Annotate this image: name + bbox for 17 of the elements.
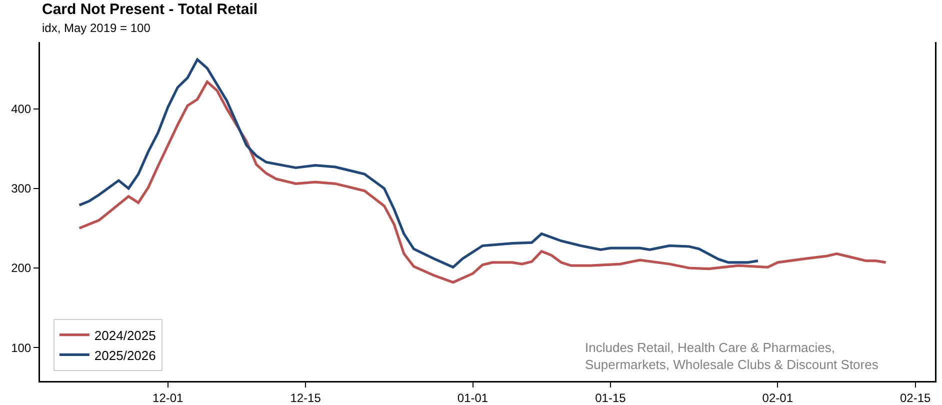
y-tick-label: 100: [11, 340, 32, 355]
x-tick-label: 01-01: [457, 390, 488, 405]
y-tick-label: 300: [11, 182, 32, 196]
x-tick-label: 12-01: [152, 390, 184, 405]
y-tick-label: 200: [11, 261, 32, 276]
y-tick-label: 400: [11, 102, 32, 116]
chart-subtitle: idx, May 2019 = 100: [42, 21, 151, 35]
chart-title: Card Not Present - Total Retail: [42, 1, 258, 18]
x-tick-label: 02-15: [900, 390, 931, 405]
line-series: [78, 58, 760, 268]
line-series: [78, 80, 888, 284]
x-tick-label: 02-01: [762, 390, 794, 405]
x-tick-label: 01-15: [595, 390, 626, 405]
legend-label: 2024/2025: [94, 328, 156, 343]
x-tick-label: 12-15: [290, 390, 322, 405]
legend-label: 2025/2026: [94, 348, 156, 363]
annotation: Includes Retail, Health Care & Pharmacies, Supermarkets, Wholesale Clubs & Discount Stores: [585, 340, 879, 372]
